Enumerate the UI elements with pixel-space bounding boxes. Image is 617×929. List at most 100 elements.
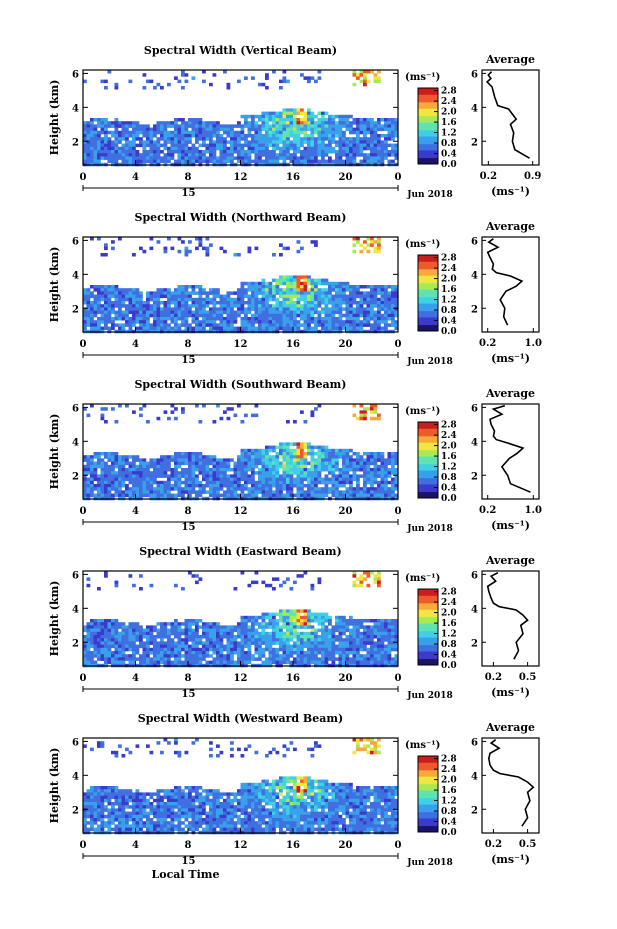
heatmap-cell — [149, 153, 154, 157]
heatmap-cell — [128, 474, 133, 478]
heatmap-cell — [121, 647, 126, 652]
heatmap-cell — [349, 150, 353, 154]
heatmap-cell — [209, 493, 213, 498]
heatmap-cell — [104, 455, 108, 459]
heatmap-cell — [174, 416, 178, 421]
heatmap-cell — [132, 631, 136, 636]
heatmap-cell — [142, 458, 147, 462]
heatmap-cell — [163, 143, 168, 148]
heatmap-cell — [370, 121, 374, 125]
heatmap-cell — [359, 121, 364, 125]
colorbar-segment — [418, 138, 438, 141]
heatmap-cell — [156, 146, 161, 151]
heatmap-cell — [83, 455, 87, 459]
heatmap-cell — [216, 137, 220, 141]
heatmap-cell — [198, 294, 203, 299]
heatmap-cell — [97, 477, 101, 482]
heatmap-cell — [331, 127, 336, 132]
heatmap-cell — [223, 70, 227, 74]
heatmap-cell — [209, 320, 213, 324]
heatmap-cell — [205, 121, 210, 125]
heatmap-cell — [289, 442, 294, 446]
heatmap-cell — [384, 137, 388, 141]
heatmap-cell — [230, 407, 234, 411]
heatmap-cell — [247, 317, 252, 321]
heatmap-cell — [188, 619, 192, 623]
heatmap-cell — [216, 468, 220, 472]
heatmap-cell — [307, 471, 311, 475]
heatmap-cell — [314, 159, 318, 164]
heatmap-cell — [268, 285, 273, 289]
heatmap-cell — [275, 153, 280, 157]
heatmap-cell — [93, 150, 98, 154]
heatmap-cell — [293, 294, 297, 299]
heatmap-cell — [363, 301, 367, 305]
heatmap-cell — [163, 326, 168, 331]
heatmap-cell — [317, 130, 322, 135]
heatmap-cell — [272, 111, 276, 116]
heatmap-cell — [324, 317, 329, 321]
heatmap-cell — [289, 111, 294, 116]
heatmap-cell — [121, 317, 126, 321]
heatmap-cell — [293, 114, 297, 119]
heatmap-cell — [97, 143, 101, 148]
heatmap-cell — [195, 121, 199, 125]
heatmap-cell — [247, 461, 252, 466]
heatmap-cell — [317, 281, 322, 286]
heatmap-cell — [373, 288, 378, 292]
heatmap-cell — [258, 490, 262, 494]
heatmap-cell — [254, 317, 259, 321]
heatmap-cell — [272, 468, 276, 472]
heatmap-cell — [202, 159, 206, 164]
heatmap-cell — [132, 583, 136, 588]
heatmap-cell — [135, 288, 140, 292]
heatmap-cell — [118, 490, 122, 494]
heatmap-cell — [317, 477, 322, 482]
heatmap-cell — [139, 297, 143, 302]
heatmap-cell — [377, 240, 381, 244]
heatmap-cell — [258, 317, 262, 321]
heatmap-cell — [205, 464, 210, 469]
heatmap-cell — [209, 288, 213, 292]
heatmap-cell — [132, 622, 136, 626]
heatmap-cell — [272, 310, 276, 315]
heatmap-cell — [373, 455, 378, 459]
heatmap-cell — [282, 111, 287, 116]
heatmap-cell — [149, 159, 154, 164]
heatmap-cell — [181, 638, 185, 642]
heatmap-cell — [90, 150, 94, 154]
heatmap-cell — [261, 307, 266, 311]
heatmap-cell — [289, 143, 294, 148]
heatmap-cell — [223, 124, 227, 128]
heatmap-cell — [282, 159, 287, 164]
heatmap-cell — [370, 150, 374, 154]
heatmap-cell — [240, 448, 245, 453]
heatmap-cell — [191, 146, 196, 151]
heatmap-cell — [216, 458, 220, 462]
heatmap-cell — [254, 651, 259, 655]
heatmap-cell — [328, 146, 332, 151]
heatmap-cell — [394, 468, 399, 472]
heatmap-cell — [163, 644, 168, 649]
heatmap-cell — [289, 146, 294, 151]
heatmap-cell — [114, 130, 119, 135]
colorbar-segment — [418, 434, 438, 437]
heatmap-cell — [163, 246, 168, 251]
colorbar-segment — [418, 300, 438, 303]
heatmap-cell — [100, 153, 105, 157]
heatmap-cell — [317, 127, 322, 132]
heatmap-cell — [272, 159, 276, 164]
heatmap-cell — [233, 628, 238, 633]
heatmap-cell — [345, 124, 350, 128]
heatmap-cell — [170, 121, 175, 125]
heatmap-cell — [195, 619, 199, 623]
heatmap-cell — [198, 651, 203, 655]
heatmap-cell — [188, 490, 192, 494]
heatmap-cell — [226, 134, 231, 138]
heatmap-cell — [265, 301, 269, 305]
heatmap-cell — [142, 654, 147, 658]
heatmap-cell — [104, 140, 108, 144]
heatmap-cell — [111, 153, 115, 157]
colorbar-segment — [418, 303, 438, 305]
heatmap-cell — [230, 641, 234, 645]
